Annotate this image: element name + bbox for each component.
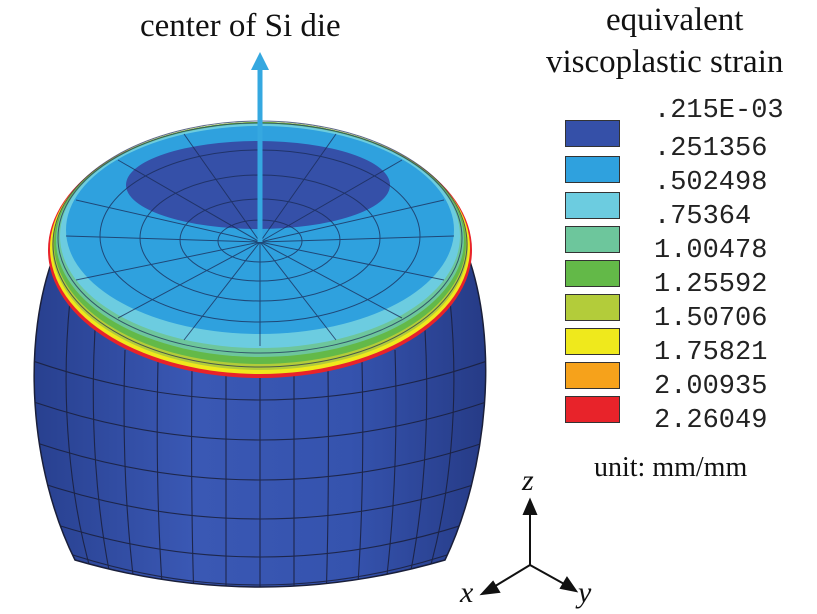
- legend-title-line1: equivalent: [606, 2, 744, 38]
- legend-value: .502498: [654, 168, 768, 198]
- legend-value: 1.25592: [654, 270, 768, 300]
- legend-swatch: [565, 120, 620, 147]
- legend-swatch: [565, 226, 620, 253]
- axis-label-z: z: [522, 464, 534, 497]
- legend-swatch: [565, 294, 620, 321]
- legend-swatch: [565, 328, 620, 355]
- legend-swatch: [565, 362, 620, 389]
- legend-value: .215E-03: [654, 96, 784, 126]
- axis-label-y: y: [578, 576, 592, 609]
- legend-value: 2.00935: [654, 372, 768, 402]
- legend-value: .75364: [654, 202, 752, 232]
- axis-label-x: x: [460, 576, 474, 609]
- unit-label: unit: mm/mm: [594, 452, 748, 483]
- center-arrow-head: [251, 52, 269, 70]
- legend-value: 1.50706: [654, 304, 768, 334]
- legend-swatch: [565, 156, 620, 183]
- center-of-si-die-label: center of Si die: [140, 8, 341, 44]
- legend-title-line2: viscoplastic strain: [546, 44, 784, 80]
- body-mesh: [34, 299, 486, 587]
- legend-swatch: [565, 260, 620, 287]
- legend-value: 2.26049: [654, 406, 768, 436]
- legend-value: .251356: [654, 134, 768, 164]
- legend-swatch: [565, 192, 620, 219]
- coordinate-triad: [479, 497, 579, 596]
- legend-value: 1.00478: [654, 236, 768, 266]
- legend-value: 1.75821: [654, 338, 768, 368]
- legend-swatch: [565, 396, 620, 423]
